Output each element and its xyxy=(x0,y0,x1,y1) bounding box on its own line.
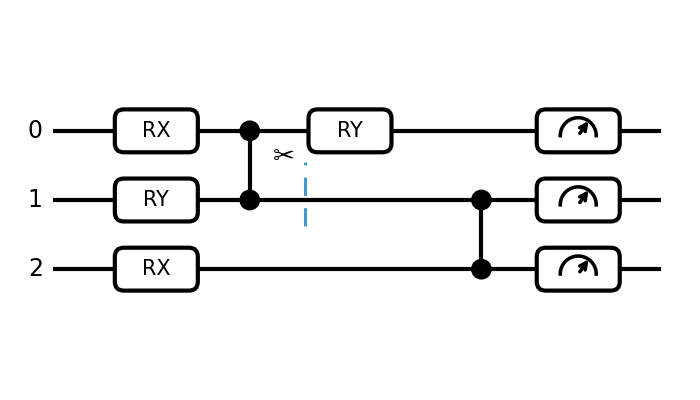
Text: RX: RX xyxy=(142,259,171,279)
FancyBboxPatch shape xyxy=(115,178,198,222)
Circle shape xyxy=(240,190,260,210)
Text: RX: RX xyxy=(142,121,171,141)
Text: 2: 2 xyxy=(28,257,43,281)
Circle shape xyxy=(472,190,491,210)
Text: ✂: ✂ xyxy=(273,144,295,170)
FancyBboxPatch shape xyxy=(537,248,620,291)
FancyBboxPatch shape xyxy=(115,248,198,291)
FancyBboxPatch shape xyxy=(537,109,620,152)
FancyBboxPatch shape xyxy=(309,109,391,152)
Circle shape xyxy=(240,121,260,140)
Text: 1: 1 xyxy=(28,188,43,212)
Text: RY: RY xyxy=(337,121,363,141)
Text: 0: 0 xyxy=(28,119,43,143)
Circle shape xyxy=(472,260,491,279)
FancyBboxPatch shape xyxy=(537,178,620,222)
Text: RY: RY xyxy=(144,190,169,210)
FancyBboxPatch shape xyxy=(115,109,198,152)
